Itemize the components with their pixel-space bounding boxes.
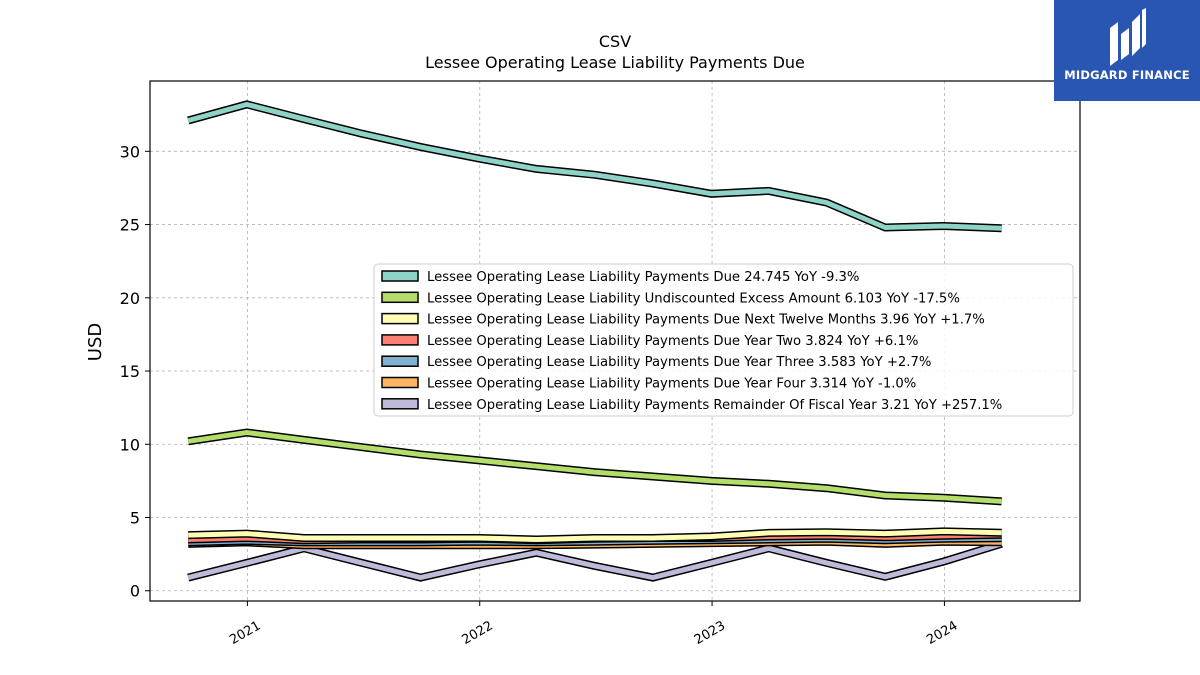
brand-logo: MIDGARD FINANCE (1054, 0, 1200, 101)
legend-label: Lessee Operating Lease Liability Payment… (427, 334, 918, 349)
legend-swatch (381, 334, 419, 346)
y-tick-label: 30 (120, 142, 140, 161)
series-line (187, 541, 1003, 581)
logo-mark-icon (1110, 8, 1146, 66)
legend-label: Lessee Operating Lease Liability Payment… (427, 355, 931, 370)
x-tick-label: 2021 (227, 618, 263, 648)
chart-title: CSV (599, 32, 631, 51)
y-tick-label: 20 (120, 289, 140, 308)
legend-swatch (381, 291, 419, 304)
y-tick-label: 0 (130, 582, 140, 601)
legend-box (373, 263, 1074, 417)
series-line (187, 101, 1002, 231)
series-line (188, 528, 1002, 543)
x-tick-label: 2024 (924, 618, 960, 648)
legend-swatch (381, 398, 419, 410)
plot-frame (149, 80, 1081, 602)
legend-label: Lessee Operating Lease Liability Payment… (427, 377, 916, 392)
legend-swatch (381, 376, 419, 389)
y-tick-label: 15 (120, 362, 140, 381)
legend: Lessee Operating Lease Liability Payment… (373, 263, 1074, 417)
legend-swatch (381, 270, 419, 282)
y-tick-label: 25 (120, 216, 140, 235)
y-axis-label: USD (85, 323, 106, 361)
legend-label: Lessee Operating Lease Liability Payment… (427, 313, 985, 328)
legend-label: Lessee Operating Lease Liability Payment… (427, 270, 859, 285)
y-tick-label: 10 (120, 435, 140, 454)
series-line (187, 429, 1002, 504)
legend-swatch (381, 312, 419, 325)
legend-label: Lessee Operating Lease Liability Payment… (427, 398, 1002, 413)
series-lines (187, 100, 1003, 582)
legend-swatch (381, 355, 419, 367)
chart-subtitle: Lessee Operating Lease Liability Payment… (425, 53, 805, 72)
x-tick-label: 2022 (460, 618, 496, 648)
x-tick-label: 2023 (692, 618, 728, 648)
legend-label: Lessee Operating Lease Liability Undisco… (427, 291, 960, 306)
logo-text: MIDGARD FINANCE (1064, 68, 1190, 82)
y-tick-label: 5 (130, 509, 140, 528)
